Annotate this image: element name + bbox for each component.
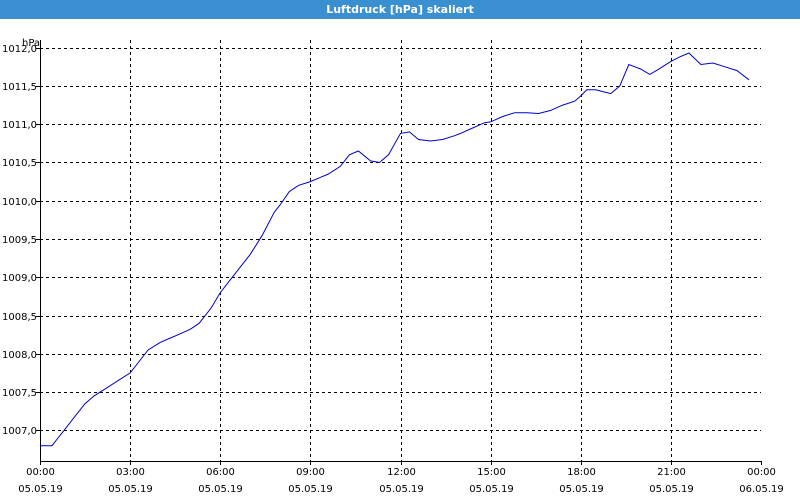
y-tick-label: 1011,0 <box>2 120 37 131</box>
x-tick-date: 05.05.19 <box>379 484 424 495</box>
x-tick-date: 05.05.19 <box>198 484 243 495</box>
x-tick-time: 12:00 <box>387 467 416 478</box>
x-tick-time: 00:00 <box>747 467 776 478</box>
y-axis-unit-label: hPa <box>22 38 40 49</box>
pressure-series-line <box>40 52 750 447</box>
x-tick-time: 18:00 <box>567 467 596 478</box>
y-tick-label: 1009,5 <box>2 235 37 246</box>
y-tick-label: 1012,0 <box>2 44 37 55</box>
chart-area: 1012,0 1011,5 1011,0 1010,5 1010,0 1009,5 1009… <box>0 19 800 500</box>
y-tick-label: 1010,5 <box>2 158 37 169</box>
x-tick-date: 05.05.19 <box>18 484 63 495</box>
x-tick-date: 05.05.19 <box>559 484 604 495</box>
pressure-chart: 1012,0 1011,5 1011,0 1010,5 1010,0 1009,5 1009… <box>2 38 784 495</box>
x-tick-time: 00:00 <box>26 467 55 478</box>
y-tick-label: 1009,0 <box>2 273 37 284</box>
x-tick-date: 05.05.19 <box>649 484 694 495</box>
y-tick-label: 1008,5 <box>2 312 37 323</box>
x-tick-date: 05.05.19 <box>108 484 153 495</box>
x-tick-time: 21:00 <box>657 467 686 478</box>
y-tick-label: 1008,0 <box>2 350 37 361</box>
y-tick-label: 1011,5 <box>2 82 37 93</box>
x-tick-time: 15:00 <box>477 467 506 478</box>
x-tick-date: 05.05.19 <box>288 484 333 495</box>
y-tick-label: 1007,5 <box>2 388 37 399</box>
y-tick-label: 1010,0 <box>2 197 37 208</box>
chart-title: Luftdruck [hPa] skaliert <box>0 0 800 19</box>
x-tick-time: 06:00 <box>206 467 235 478</box>
x-tick-time: 09:00 <box>296 467 325 478</box>
x-tick-date: 05.05.19 <box>469 484 514 495</box>
x-tick-date: 06.05.19 <box>739 484 784 495</box>
y-tick-label: 1007,0 <box>2 426 37 437</box>
x-tick-time: 03:00 <box>116 467 145 478</box>
